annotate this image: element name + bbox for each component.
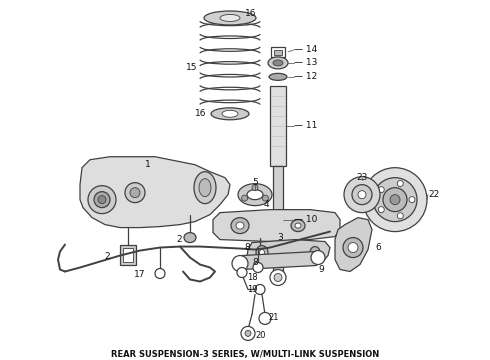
Circle shape (358, 191, 366, 199)
Text: 8: 8 (244, 243, 250, 252)
Text: 20: 20 (255, 331, 266, 340)
Circle shape (242, 195, 247, 201)
Circle shape (311, 251, 325, 265)
Circle shape (259, 312, 271, 324)
Polygon shape (80, 157, 230, 228)
Text: 18: 18 (247, 273, 258, 282)
Ellipse shape (256, 246, 268, 260)
Text: 21: 21 (268, 313, 278, 322)
Circle shape (409, 197, 415, 203)
Text: — 10: — 10 (294, 215, 318, 224)
Circle shape (88, 186, 116, 213)
Ellipse shape (273, 60, 283, 66)
Circle shape (262, 195, 269, 201)
Polygon shape (247, 239, 330, 264)
Circle shape (255, 284, 265, 294)
Text: 4: 4 (263, 200, 269, 209)
Text: 8: 8 (252, 258, 258, 267)
Circle shape (241, 327, 255, 341)
Text: 9: 9 (318, 265, 324, 274)
Circle shape (270, 270, 286, 285)
Text: 6: 6 (375, 243, 381, 252)
Bar (270, 86, 286, 166)
Circle shape (155, 269, 165, 279)
Circle shape (125, 183, 145, 203)
Text: 3: 3 (277, 233, 283, 242)
Circle shape (348, 243, 358, 253)
Bar (271, 47, 285, 57)
Text: — 13: — 13 (294, 58, 318, 67)
Ellipse shape (268, 57, 288, 69)
Circle shape (383, 188, 407, 212)
Text: — 11: — 11 (294, 121, 318, 130)
Ellipse shape (247, 190, 263, 200)
Ellipse shape (220, 14, 240, 22)
Text: 1: 1 (145, 160, 151, 169)
Text: 23: 23 (356, 173, 368, 182)
Circle shape (232, 256, 248, 271)
Text: — 14: — 14 (294, 45, 317, 54)
Circle shape (237, 267, 247, 278)
Circle shape (252, 185, 258, 191)
Bar (273, 166, 283, 275)
Circle shape (130, 188, 140, 198)
Circle shape (344, 177, 380, 213)
Ellipse shape (238, 184, 272, 206)
Circle shape (373, 178, 417, 222)
Circle shape (390, 195, 400, 204)
Circle shape (378, 207, 384, 213)
Text: 15: 15 (186, 63, 197, 72)
Ellipse shape (310, 247, 320, 258)
Ellipse shape (211, 108, 249, 120)
Ellipse shape (260, 249, 265, 256)
Circle shape (378, 187, 384, 193)
Ellipse shape (269, 73, 287, 80)
Bar (274, 50, 282, 55)
Bar (123, 248, 133, 261)
Circle shape (363, 168, 427, 231)
Circle shape (352, 185, 372, 204)
Ellipse shape (222, 110, 238, 117)
Bar (120, 244, 136, 265)
Ellipse shape (194, 172, 216, 204)
Text: REAR SUSPENSION-3 SERIES, W/MULTI-LINK SUSPENSION: REAR SUSPENSION-3 SERIES, W/MULTI-LINK S… (111, 350, 379, 359)
Text: 17: 17 (133, 270, 145, 279)
Text: 16: 16 (195, 109, 206, 118)
Ellipse shape (291, 220, 305, 231)
Ellipse shape (184, 233, 196, 243)
Circle shape (343, 238, 363, 257)
Ellipse shape (204, 11, 256, 25)
Text: 22: 22 (428, 190, 439, 199)
Polygon shape (335, 217, 372, 271)
Text: 2: 2 (176, 235, 182, 244)
Circle shape (245, 330, 251, 336)
Circle shape (397, 213, 403, 219)
Circle shape (274, 274, 282, 282)
Text: 16: 16 (245, 9, 256, 18)
Ellipse shape (231, 217, 249, 234)
Circle shape (98, 195, 106, 204)
Circle shape (397, 180, 403, 186)
Text: — 12: — 12 (294, 72, 317, 81)
Ellipse shape (295, 223, 301, 228)
Ellipse shape (199, 179, 211, 197)
Ellipse shape (236, 222, 244, 229)
Circle shape (94, 192, 110, 208)
Text: 2: 2 (104, 252, 110, 261)
Text: 5: 5 (252, 178, 258, 187)
Circle shape (253, 262, 263, 273)
Text: 19: 19 (247, 285, 258, 294)
Polygon shape (213, 210, 340, 242)
Polygon shape (238, 252, 322, 270)
